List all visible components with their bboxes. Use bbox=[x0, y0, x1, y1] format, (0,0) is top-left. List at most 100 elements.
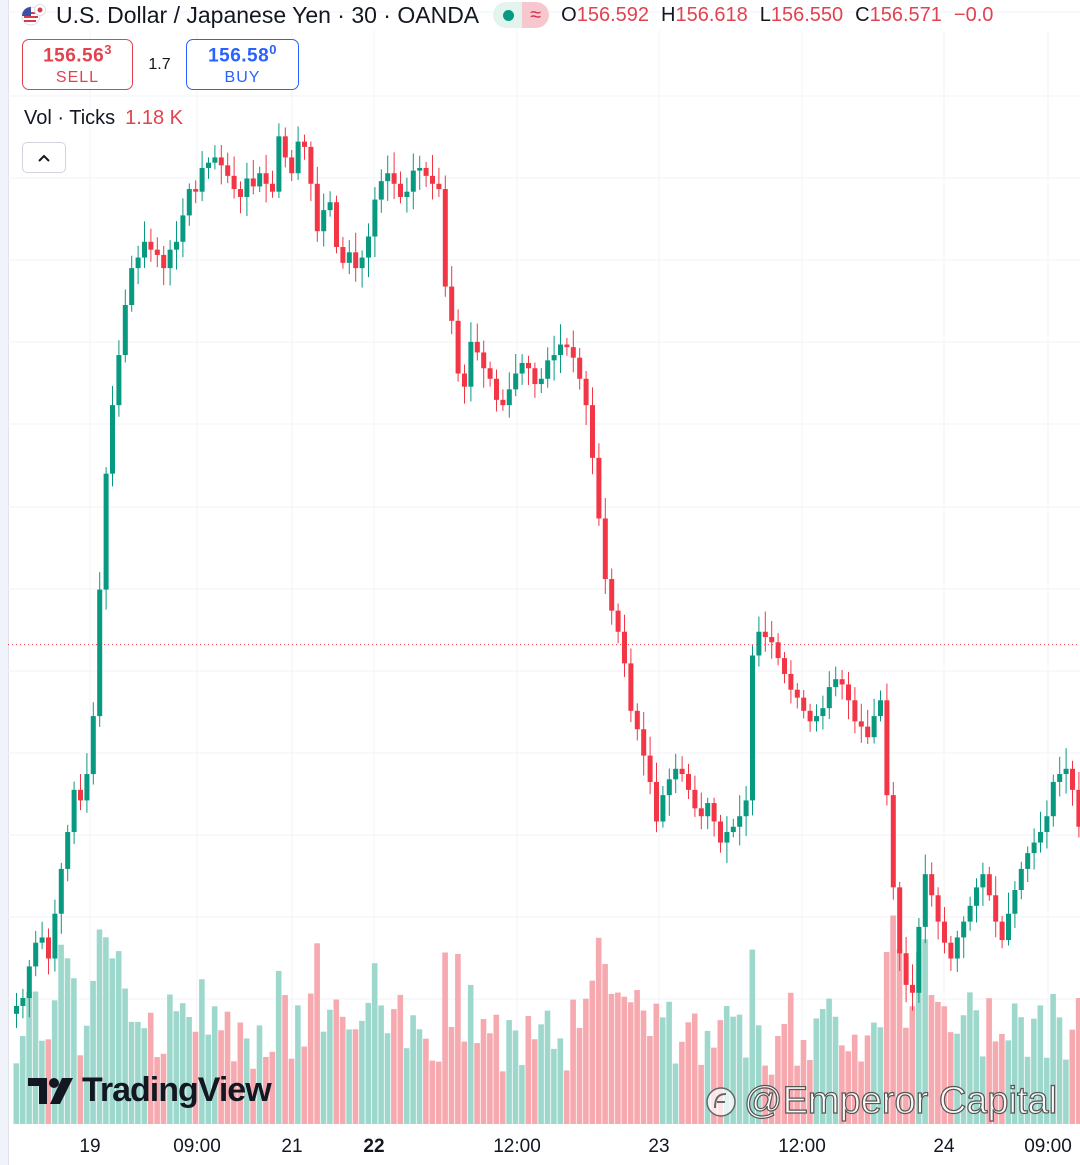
volume-bar bbox=[71, 978, 77, 1124]
volume-bar bbox=[711, 1047, 717, 1124]
candle-body bbox=[999, 921, 1005, 941]
symbol-title[interactable]: U.S. Dollar / Japanese Yen · 30 · OANDA bbox=[56, 1, 480, 28]
candle-body bbox=[570, 347, 576, 358]
volume-bar bbox=[871, 1022, 877, 1124]
candle-body bbox=[372, 199, 378, 237]
volume-legend[interactable]: Vol · Ticks 1.18 K bbox=[24, 107, 183, 130]
candle-body bbox=[538, 378, 544, 385]
candle bbox=[250, 160, 256, 195]
candle-body bbox=[1031, 842, 1037, 854]
volume-bar bbox=[903, 1027, 909, 1124]
candle-body bbox=[897, 887, 903, 954]
candle bbox=[398, 171, 403, 204]
candle-body bbox=[935, 895, 941, 922]
candle-body bbox=[193, 189, 199, 192]
volume-bar bbox=[339, 1016, 346, 1124]
sell-button[interactable]: 156.563 SELL bbox=[22, 39, 133, 90]
volume-bar bbox=[391, 1009, 397, 1124]
volume-bar bbox=[730, 1016, 736, 1124]
volume-bar bbox=[448, 1026, 455, 1124]
candle bbox=[1057, 756, 1063, 797]
candle bbox=[206, 157, 211, 179]
market-status-pill[interactable]: ≈ bbox=[493, 2, 550, 28]
volume-bar bbox=[346, 1029, 352, 1124]
volume-bar bbox=[160, 1053, 167, 1124]
candle-body bbox=[231, 175, 237, 190]
collapse-legend-button[interactable] bbox=[22, 142, 66, 173]
candle bbox=[385, 155, 391, 201]
x-tick-label: 24 bbox=[933, 1136, 955, 1157]
candle-body bbox=[206, 162, 211, 168]
x-tick-label: 21 bbox=[281, 1136, 303, 1157]
volume-bar bbox=[525, 1016, 532, 1124]
volume-bar bbox=[250, 1068, 256, 1124]
volume-bar bbox=[1018, 1017, 1024, 1124]
candle bbox=[1070, 760, 1075, 806]
volume-bar bbox=[365, 1002, 372, 1124]
candle bbox=[314, 166, 320, 242]
volume-bar bbox=[839, 1045, 845, 1124]
volume-bar bbox=[717, 1020, 724, 1124]
volume-bar bbox=[122, 988, 128, 1124]
candle bbox=[826, 671, 832, 720]
candle bbox=[961, 916, 967, 959]
candle bbox=[692, 775, 698, 817]
candle-body bbox=[769, 637, 775, 643]
volume-bar bbox=[384, 1033, 391, 1124]
candle bbox=[910, 964, 915, 1011]
candle bbox=[622, 614, 627, 677]
volume-bar bbox=[967, 992, 973, 1124]
volume-bar bbox=[583, 998, 589, 1124]
candle bbox=[154, 237, 160, 268]
volume-bar bbox=[90, 980, 96, 1124]
volume-bar bbox=[826, 998, 832, 1124]
candle-body bbox=[110, 405, 115, 474]
volume-bar bbox=[51, 1000, 58, 1124]
ohlc-change: −0.0 bbox=[953, 3, 994, 26]
volume-bar bbox=[877, 1027, 884, 1124]
time-axis[interactable]: 19 09:00 21 22 12:00 23 12:00 24 09:00 bbox=[0, 1124, 1080, 1165]
candle-body bbox=[398, 183, 403, 197]
candle-body bbox=[986, 874, 992, 896]
candle-body bbox=[967, 905, 973, 922]
volume-bar bbox=[755, 1025, 762, 1124]
candle bbox=[148, 228, 154, 262]
candle bbox=[391, 152, 397, 200]
candle bbox=[225, 152, 231, 184]
candle-body bbox=[481, 352, 487, 369]
buy-button[interactable]: 156.580 BUY bbox=[186, 39, 299, 90]
volume-bar bbox=[19, 1035, 26, 1124]
candle-body bbox=[545, 360, 551, 379]
candle bbox=[90, 702, 96, 785]
candle bbox=[58, 862, 64, 934]
volume-bar bbox=[192, 1031, 199, 1124]
volume-bar bbox=[557, 1038, 564, 1124]
candle-body bbox=[276, 136, 282, 192]
candle bbox=[807, 703, 813, 732]
volume-bar bbox=[455, 953, 461, 1124]
candle-body bbox=[532, 368, 538, 385]
candle bbox=[666, 768, 672, 816]
candle-body bbox=[142, 241, 147, 258]
candle-body bbox=[743, 800, 749, 817]
candle bbox=[167, 240, 173, 286]
volume-bar bbox=[1050, 994, 1056, 1124]
candle bbox=[545, 347, 551, 388]
volume-bars bbox=[13, 915, 1080, 1124]
volume-bar bbox=[576, 1027, 583, 1124]
volume-bar bbox=[922, 939, 928, 1124]
candle bbox=[289, 150, 295, 182]
volume-bar bbox=[352, 1029, 359, 1124]
candle-body bbox=[500, 399, 506, 406]
volume-bar bbox=[237, 1022, 244, 1124]
candle-body bbox=[436, 183, 442, 190]
price-chart[interactable] bbox=[0, 0, 1080, 1124]
candle-body bbox=[1050, 781, 1056, 817]
candle bbox=[558, 324, 563, 374]
volume-bar bbox=[768, 1074, 775, 1124]
candle bbox=[430, 154, 435, 200]
candle-body bbox=[513, 373, 519, 390]
volume-bar bbox=[736, 1014, 743, 1124]
volume-bar bbox=[493, 1014, 500, 1124]
candle bbox=[302, 134, 307, 160]
